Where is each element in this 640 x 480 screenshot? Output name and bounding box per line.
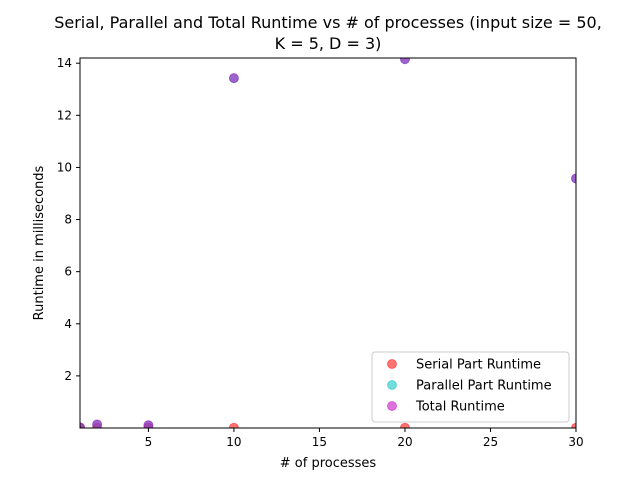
y-tick-label: 4 — [64, 317, 72, 331]
data-point-series-3 — [92, 419, 103, 428]
chart-title-line-2: K = 5, D = 3) — [275, 34, 382, 53]
y-tick-label: 8 — [64, 213, 72, 227]
y-tick-label: 12 — [57, 108, 72, 122]
legend-marker — [387, 380, 397, 390]
x-tick-label: 20 — [397, 435, 412, 449]
x-tick-label: 25 — [483, 435, 498, 449]
data-point-series-3 — [80, 422, 85, 428]
legend-marker — [387, 359, 397, 369]
x-tick-label: 30 — [568, 435, 583, 449]
data-point-series-3 — [143, 420, 154, 428]
data-point-series-3 — [571, 173, 576, 184]
legend-label: Total Runtime — [415, 400, 505, 415]
legend-marker — [387, 401, 397, 411]
y-tick-label: 14 — [57, 56, 72, 70]
y-tick-label: 2 — [64, 369, 72, 383]
data-point-series-3 — [229, 73, 239, 83]
legend: Serial Part Runtime Parallel Part Runtime… — [371, 351, 570, 423]
y-tick-label: 10 — [57, 160, 72, 174]
plot-area-frame — [79, 57, 577, 429]
legend-label: Serial Part Runtime — [416, 358, 541, 373]
chart-title-line-1: Serial, Parallel and Total Runtime vs # … — [54, 13, 602, 32]
y-axis-label: Runtime in milliseconds — [32, 165, 47, 320]
x-tick-label: 15 — [312, 435, 327, 449]
x-tick-label: 5 — [145, 435, 153, 449]
legend-box — [371, 351, 570, 423]
y-tick-label: 6 — [64, 265, 72, 279]
x-axis-label: # of processes — [280, 456, 377, 471]
data-point-series-3 — [400, 58, 410, 64]
x-tick-label: 10 — [226, 435, 241, 449]
legend-label: Parallel Part Runtime — [416, 379, 552, 394]
